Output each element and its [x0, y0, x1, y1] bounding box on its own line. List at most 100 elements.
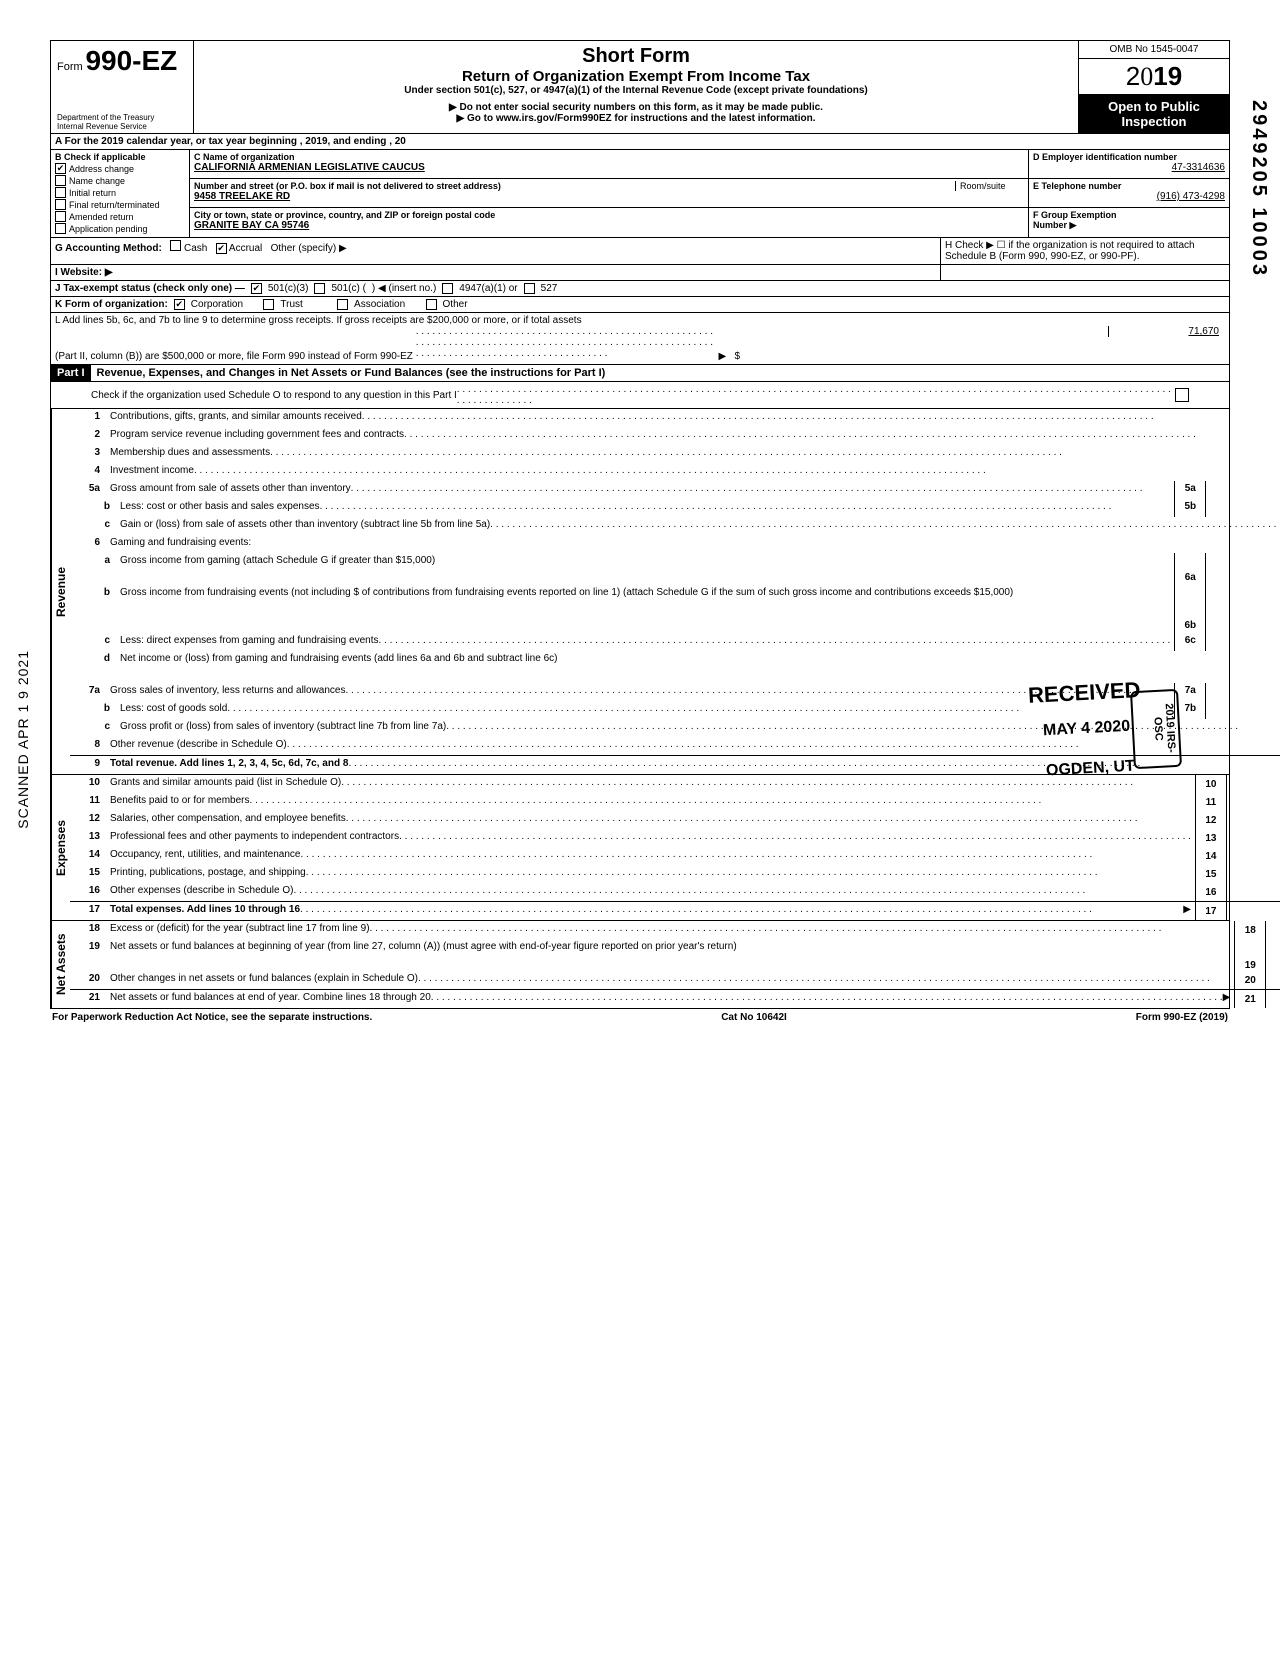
line-15: 15 Printing, publications, postage, and …	[70, 865, 1280, 883]
line-text: Less: cost of goods sold	[120, 703, 227, 717]
checkbox-icon[interactable]: ✔	[216, 243, 227, 254]
line-20: 20 Other changes in net assets or fund b…	[70, 971, 1280, 989]
line-text: Total revenue. Add lines 1, 2, 3, 4, 5c,…	[110, 758, 348, 772]
line-num: 3	[70, 445, 106, 463]
line-text: Gross sales of inventory, less returns a…	[110, 685, 345, 699]
line-num: c	[70, 517, 116, 535]
cb-final-return[interactable]: Final return/terminated	[55, 199, 185, 210]
dots	[457, 384, 1175, 406]
line-num: b	[70, 585, 116, 633]
checkbox-icon[interactable]	[426, 299, 437, 310]
box-val: 136,806	[1266, 990, 1280, 1008]
scanned-date-vertical: SCANNED APR 1 9 2021	[15, 650, 31, 829]
lines-table: Revenue 1 Contributions, gifts, grants, …	[50, 409, 1230, 1009]
year-2: 2	[1126, 61, 1140, 91]
col-def: D Employer identification number 47-3314…	[1029, 150, 1229, 237]
checkbox-icon[interactable]: ✔	[174, 299, 185, 310]
tax-year: 2019	[1079, 59, 1229, 95]
line-num: b	[70, 499, 116, 517]
g-accounting: G Accounting Method: Cash ✔ Accrual Othe…	[51, 238, 940, 264]
line-num: 4	[70, 463, 106, 481]
line-6c: c Less: direct expenses from gaming and …	[70, 633, 1280, 651]
line-text: Occupancy, rent, utilities, and maintena…	[110, 849, 300, 863]
form-number-cell: Form 990-EZ Department of the Treasury I…	[51, 41, 194, 133]
open-to-public: Open to Public Inspection	[1079, 95, 1229, 133]
checkbox-icon[interactable]	[263, 299, 274, 310]
k-label: K Form of organization:	[55, 299, 168, 310]
box-num: 14	[1195, 847, 1227, 865]
cb-name-change[interactable]: Name change	[55, 175, 185, 186]
cb-label: Application pending	[69, 224, 148, 234]
box-num: 21	[1234, 990, 1266, 1008]
line-text: Gaming and fundraising events:	[106, 535, 1280, 553]
checkbox-icon[interactable]	[1175, 388, 1189, 402]
row-a-text: A For the 2019 calendar year, or tax yea…	[51, 134, 410, 149]
checkbox-icon[interactable]	[314, 283, 325, 294]
line-text: Other expenses (describe in Schedule O)	[110, 885, 293, 899]
box-num: 11	[1195, 793, 1227, 811]
dots	[250, 795, 1191, 809]
dots	[362, 411, 1280, 425]
footer: For Paperwork Reduction Act Notice, see …	[50, 1009, 1230, 1026]
line-text: Gross profit or (loss) from sales of inv…	[120, 721, 446, 735]
c-city-label: City or town, state or province, country…	[194, 210, 1024, 220]
part1-header-row: Part I Revenue, Expenses, and Changes in…	[50, 365, 1230, 382]
line-8: 8 Other revenue (describe in Schedule O)…	[70, 737, 1280, 755]
line-text: Gross income from fundraising events (no…	[116, 585, 1174, 633]
gh-row: G Accounting Method: Cash ✔ Accrual Othe…	[50, 238, 1230, 265]
line-num: 6	[70, 535, 106, 553]
line-6: 6 Gaming and fundraising events:	[70, 535, 1280, 553]
i-label: I Website: ▶	[55, 267, 113, 278]
cb-application-pending[interactable]: Application pending	[55, 223, 185, 234]
line-text: Printing, publications, postage, and shi…	[110, 867, 306, 881]
cb-initial-return[interactable]: Initial return	[55, 187, 185, 198]
line-num: 1	[70, 409, 106, 427]
dots	[287, 739, 1280, 753]
box-val: 43,154	[1266, 921, 1280, 939]
checkbox-icon[interactable]	[524, 283, 535, 294]
cb-address-change[interactable]: ✔Address change	[55, 163, 185, 174]
line-11: 11 Benefits paid to or for members 11	[70, 793, 1280, 811]
line-3: 3 Membership dues and assessments 3	[70, 445, 1280, 463]
mid-val	[1206, 633, 1280, 651]
checkbox-icon[interactable]	[337, 299, 348, 310]
box-val	[1227, 811, 1280, 829]
dept-treasury: Department of the Treasury Internal Reve…	[57, 113, 154, 131]
section-expenses: Expenses	[51, 775, 70, 920]
line-num: 11	[70, 793, 106, 811]
g-cash: Cash	[184, 243, 207, 254]
line-text: Investment income	[110, 465, 194, 479]
e-label: E Telephone number	[1033, 181, 1225, 191]
line-num: 8	[70, 737, 106, 755]
line-num: 5a	[70, 481, 106, 499]
j-row: J Tax-exempt status (check only one) — ✔…	[50, 281, 1230, 297]
line-num: 21	[70, 990, 106, 1008]
l-row: L Add lines 5b, 6c, and 7b to line 9 to …	[50, 313, 1230, 365]
box-num: 10	[1195, 775, 1227, 793]
line-num: 18	[70, 921, 106, 939]
checkbox-icon	[55, 199, 66, 210]
box-num: 12	[1195, 811, 1227, 829]
row-a: A For the 2019 calendar year, or tax yea…	[50, 134, 1230, 150]
form-header: Form 990-EZ Department of the Treasury I…	[50, 40, 1230, 134]
line-num: 12	[70, 811, 106, 829]
part1-label: Part I	[51, 365, 91, 381]
box-val	[1227, 793, 1280, 811]
c-addr-row: Room/suite Number and street (or P.O. bo…	[190, 179, 1028, 208]
mid-num: 5b	[1174, 499, 1206, 517]
checkbox-icon[interactable]	[442, 283, 453, 294]
dots	[300, 904, 1183, 918]
dots	[346, 813, 1191, 827]
checkbox-icon[interactable]: ✔	[251, 283, 262, 294]
line-13: 13 Professional fees and other payments …	[70, 829, 1280, 847]
part1-desc: Revenue, Expenses, and Changes in Net As…	[91, 365, 612, 381]
box-num: 15	[1195, 865, 1227, 883]
cb-amended-return[interactable]: Amended return	[55, 211, 185, 222]
f-label2: Number ▶	[1033, 220, 1225, 231]
k-corp: Corporation	[191, 299, 243, 310]
h-cont	[940, 265, 1229, 280]
i-website: I Website: ▶	[51, 265, 940, 280]
line-num: c	[70, 719, 116, 737]
checkbox-icon[interactable]	[170, 240, 181, 251]
line-text: Benefits paid to or for members	[110, 795, 250, 809]
